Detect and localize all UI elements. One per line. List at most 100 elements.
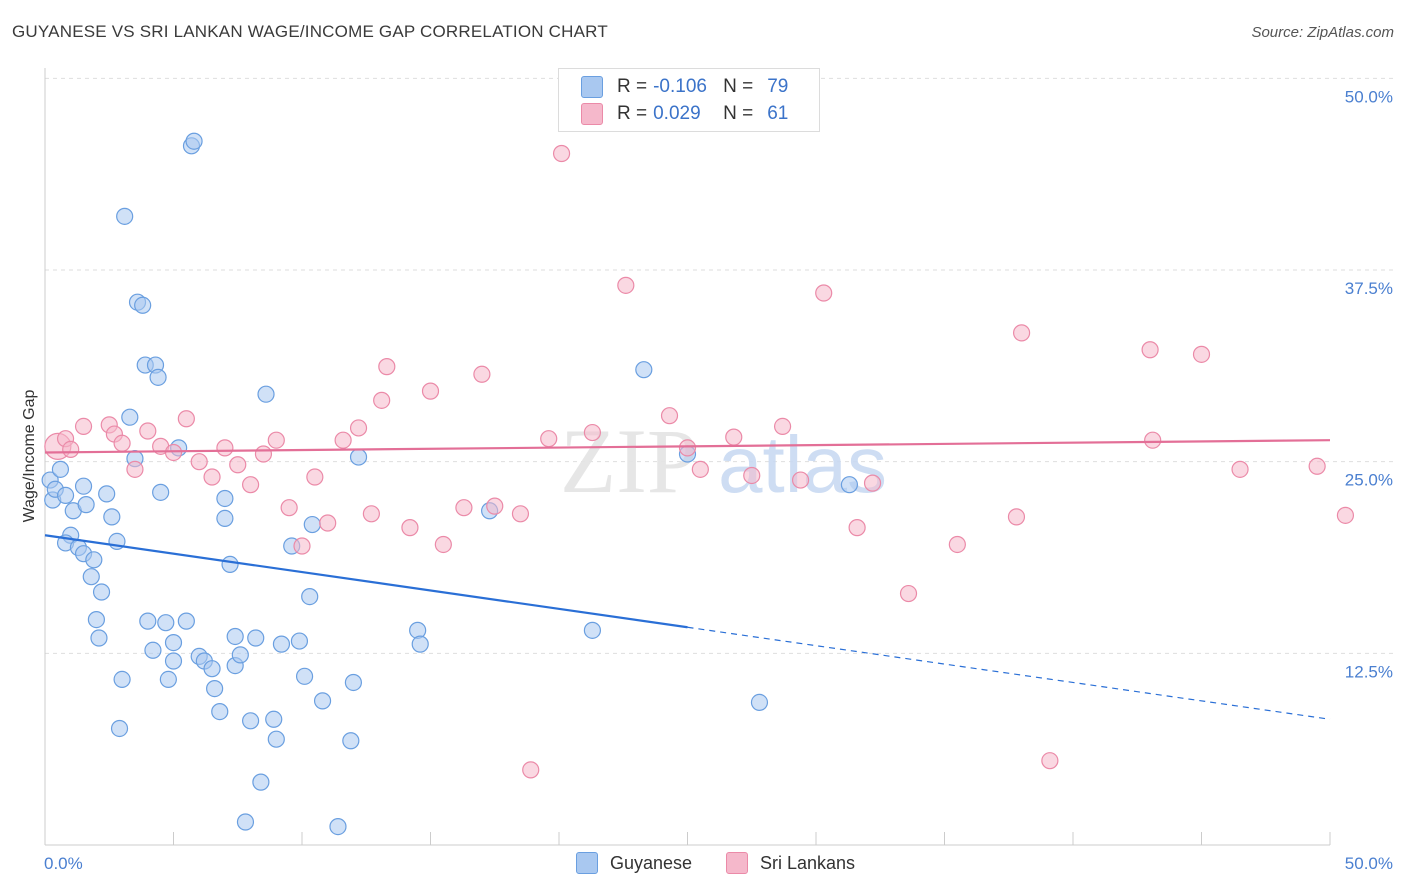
guyanese-point[interactable] (82, 568, 100, 586)
guyanese-point[interactable] (257, 385, 275, 403)
guyanese-point[interactable] (51, 460, 70, 478)
srilankan-point[interactable] (1041, 752, 1059, 770)
srilankan-point[interactable] (293, 537, 311, 555)
guyanese-point[interactable] (301, 588, 319, 606)
guyanese-point[interactable] (303, 515, 321, 534)
srilankan-point[interactable] (306, 468, 324, 486)
srilankan-point[interactable] (948, 535, 966, 554)
srilankan-point[interactable] (74, 417, 93, 436)
guyanese-point[interactable] (216, 489, 234, 508)
srilankan-point[interactable] (203, 468, 221, 486)
srilankan-point[interactable] (319, 514, 337, 532)
guyanese-point[interactable] (342, 732, 360, 750)
srilankan-point[interactable] (486, 497, 504, 515)
srilankan-point[interactable] (113, 434, 131, 452)
guyanese-point[interactable] (90, 629, 108, 647)
srilankan-point[interactable] (583, 423, 602, 442)
srilankan-point[interactable] (267, 431, 285, 449)
srilankan-point[interactable] (216, 439, 234, 457)
guyanese-point[interactable] (329, 818, 347, 836)
guyanese-point[interactable] (411, 635, 429, 653)
srilankan-point[interactable] (373, 391, 391, 409)
guyanese-point[interactable] (116, 207, 134, 225)
srilankan-point[interactable] (522, 761, 540, 779)
guyanese-point[interactable] (177, 612, 195, 630)
srilankan-point[interactable] (678, 439, 697, 457)
srilankan-point[interactable] (1012, 324, 1031, 342)
guyanese-point[interactable] (139, 612, 157, 630)
srilankan-point[interactable] (540, 430, 558, 448)
srilankan-point[interactable] (473, 365, 491, 383)
srilankan-point[interactable] (791, 471, 810, 489)
guyanese-point[interactable] (56, 486, 75, 505)
bottom-legend-srilankans[interactable]: Sri Lankans (726, 852, 855, 874)
guyanese-point[interactable] (221, 555, 239, 574)
srilankan-point[interactable] (743, 466, 761, 485)
srilankan-point[interactable] (349, 419, 368, 437)
guyanese-point[interactable] (77, 496, 95, 514)
guyanese-point[interactable] (236, 813, 255, 831)
guyanese-point[interactable] (203, 660, 221, 678)
guyanese-point[interactable] (185, 132, 203, 150)
srilankan-point[interactable] (334, 431, 352, 449)
guyanese-point[interactable] (226, 627, 244, 646)
srilankan-point[interactable] (1141, 341, 1159, 359)
srilankan-point[interactable] (421, 382, 440, 400)
guyanese-point[interactable] (290, 632, 309, 650)
guyanese-point[interactable] (313, 692, 332, 710)
guyanese-point[interactable] (121, 408, 139, 426)
srilankan-point[interactable] (62, 440, 80, 459)
srilankan-point[interactable] (511, 505, 530, 523)
srilankan-point[interactable] (1308, 457, 1326, 475)
guyanese-point[interactable] (231, 646, 249, 664)
guyanese-point[interactable] (157, 614, 175, 632)
srilankan-point[interactable] (1192, 345, 1211, 363)
guyanese-point[interactable] (349, 448, 368, 466)
srilankan-point[interactable] (254, 445, 273, 463)
guyanese-point[interactable] (267, 730, 285, 748)
srilankan-point[interactable] (177, 410, 195, 428)
guyanese-point[interactable] (92, 583, 111, 601)
guyanese-point[interactable] (206, 680, 224, 698)
srilankan-point[interactable] (863, 474, 882, 492)
guyanese-point[interactable] (98, 485, 116, 503)
srilankan-point[interactable] (1007, 508, 1026, 526)
guyanese-point[interactable] (152, 483, 170, 501)
srilankan-point[interactable] (660, 407, 679, 425)
srilankan-point[interactable] (617, 276, 635, 294)
srilankan-point[interactable] (455, 499, 473, 517)
guyanese-point[interactable] (252, 773, 270, 791)
guyanese-point[interactable] (635, 361, 653, 379)
srilankan-point[interactable] (434, 535, 452, 554)
guyanese-point[interactable] (164, 634, 183, 652)
guyanese-point[interactable] (344, 673, 362, 692)
srilankan-point[interactable] (899, 584, 918, 603)
guyanese-point[interactable] (750, 693, 769, 712)
guyanese-point[interactable] (840, 476, 859, 494)
bottom-legend-guyanese[interactable]: Guyanese (576, 852, 692, 874)
srilankan-point[interactable] (164, 443, 183, 462)
srilankan-point[interactable] (1144, 431, 1162, 449)
srilankan-point[interactable] (242, 476, 260, 494)
guyanese-point[interactable] (85, 551, 103, 569)
guyanese-point[interactable] (247, 629, 265, 647)
srilankan-point[interactable] (815, 284, 833, 302)
guyanese-point[interactable] (242, 712, 260, 730)
srilankan-point[interactable] (139, 422, 157, 440)
guyanese-point[interactable] (216, 509, 234, 528)
guyanese-point[interactable] (134, 296, 152, 314)
guyanese-point[interactable] (295, 667, 314, 685)
srilankan-point[interactable] (1231, 460, 1249, 478)
srilankan-point[interactable] (1336, 506, 1355, 524)
guyanese-point[interactable] (103, 508, 121, 526)
srilankan-point[interactable] (126, 460, 144, 478)
guyanese-point[interactable] (265, 710, 283, 728)
guyanese-point[interactable] (211, 703, 229, 721)
srilankan-point[interactable] (229, 456, 247, 474)
guyanese-point[interactable] (113, 670, 131, 689)
srilankan-point[interactable] (280, 499, 298, 517)
srilankan-point[interactable] (725, 428, 743, 446)
guyanese-point[interactable] (149, 368, 167, 386)
guyanese-point[interactable] (87, 611, 106, 629)
guyanese-point[interactable] (164, 652, 183, 670)
